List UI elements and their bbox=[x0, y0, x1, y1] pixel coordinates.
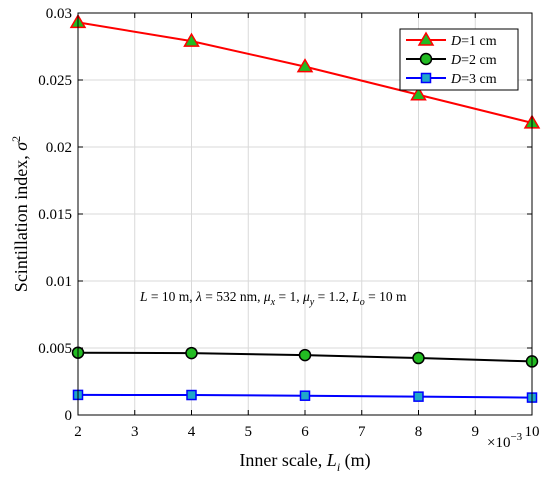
legend: D=1 cm D=2 cm D=3 cm bbox=[399, 28, 519, 91]
y-tick-label: 0.025 bbox=[38, 73, 72, 89]
data-point-triangle bbox=[410, 86, 427, 101]
legend-item: D=1 cm bbox=[406, 31, 497, 49]
y-tick-label: 0.015 bbox=[38, 207, 72, 223]
y-tick-label: 0.01 bbox=[46, 274, 72, 290]
x-axis-label: Inner scale, Li (m) bbox=[239, 450, 370, 474]
legend-label: D=3 cm bbox=[450, 72, 497, 87]
legend-label: D=2 cm bbox=[450, 53, 497, 68]
parameter-annotation: L = 10 m, λ = 532 nm, μx = 1, μy = 1.2, … bbox=[139, 289, 407, 308]
x-tick-label: 9 bbox=[472, 424, 480, 440]
y-tick-label: 0.03 bbox=[46, 6, 72, 22]
legend-item: D=3 cm bbox=[406, 72, 497, 87]
legend-marker-square bbox=[420, 72, 432, 84]
y-axis-label: Scintillation index, σ2 bbox=[9, 136, 31, 292]
series-d1cm bbox=[69, 13, 541, 129]
data-point-triangle bbox=[183, 32, 200, 47]
x-tick-label: 3 bbox=[131, 424, 139, 440]
y-tick-label: 0.005 bbox=[38, 341, 72, 357]
x-tick-label: 5 bbox=[245, 424, 253, 440]
tick-labels: 2 3 4 5 6 7 8 9 10 0 0.005 0.01 0.015 0.02 0.025 0.03 bbox=[38, 6, 539, 440]
series-d3cm bbox=[72, 389, 538, 403]
data-point-circle bbox=[298, 348, 312, 362]
legend-marker-circle bbox=[419, 52, 433, 66]
y-tick-label: 0.02 bbox=[46, 140, 72, 156]
data-point-circle bbox=[412, 351, 425, 365]
x-tick-label: 10 bbox=[525, 424, 540, 440]
legend-label: D=1 cm bbox=[450, 34, 497, 49]
legend-marker-triangle bbox=[417, 31, 435, 46]
x-axis-multiplier: ×10−3 bbox=[487, 431, 523, 451]
data-point-triangle bbox=[296, 58, 314, 73]
x-tick-label: 2 bbox=[74, 424, 82, 440]
x-tick-label: 4 bbox=[188, 424, 196, 440]
data-point-square bbox=[186, 389, 197, 401]
data-point-square bbox=[413, 391, 424, 402]
x-tick-label: 8 bbox=[415, 424, 423, 440]
y-tick-label: 0 bbox=[65, 408, 73, 424]
legend-item: D=2 cm bbox=[406, 52, 497, 68]
tick-marks bbox=[77, 12, 533, 416]
data-point-square bbox=[299, 390, 311, 401]
x-tick-label: 6 bbox=[301, 424, 309, 440]
x-tick-label: 7 bbox=[358, 424, 366, 440]
data-point-circle bbox=[185, 346, 198, 360]
